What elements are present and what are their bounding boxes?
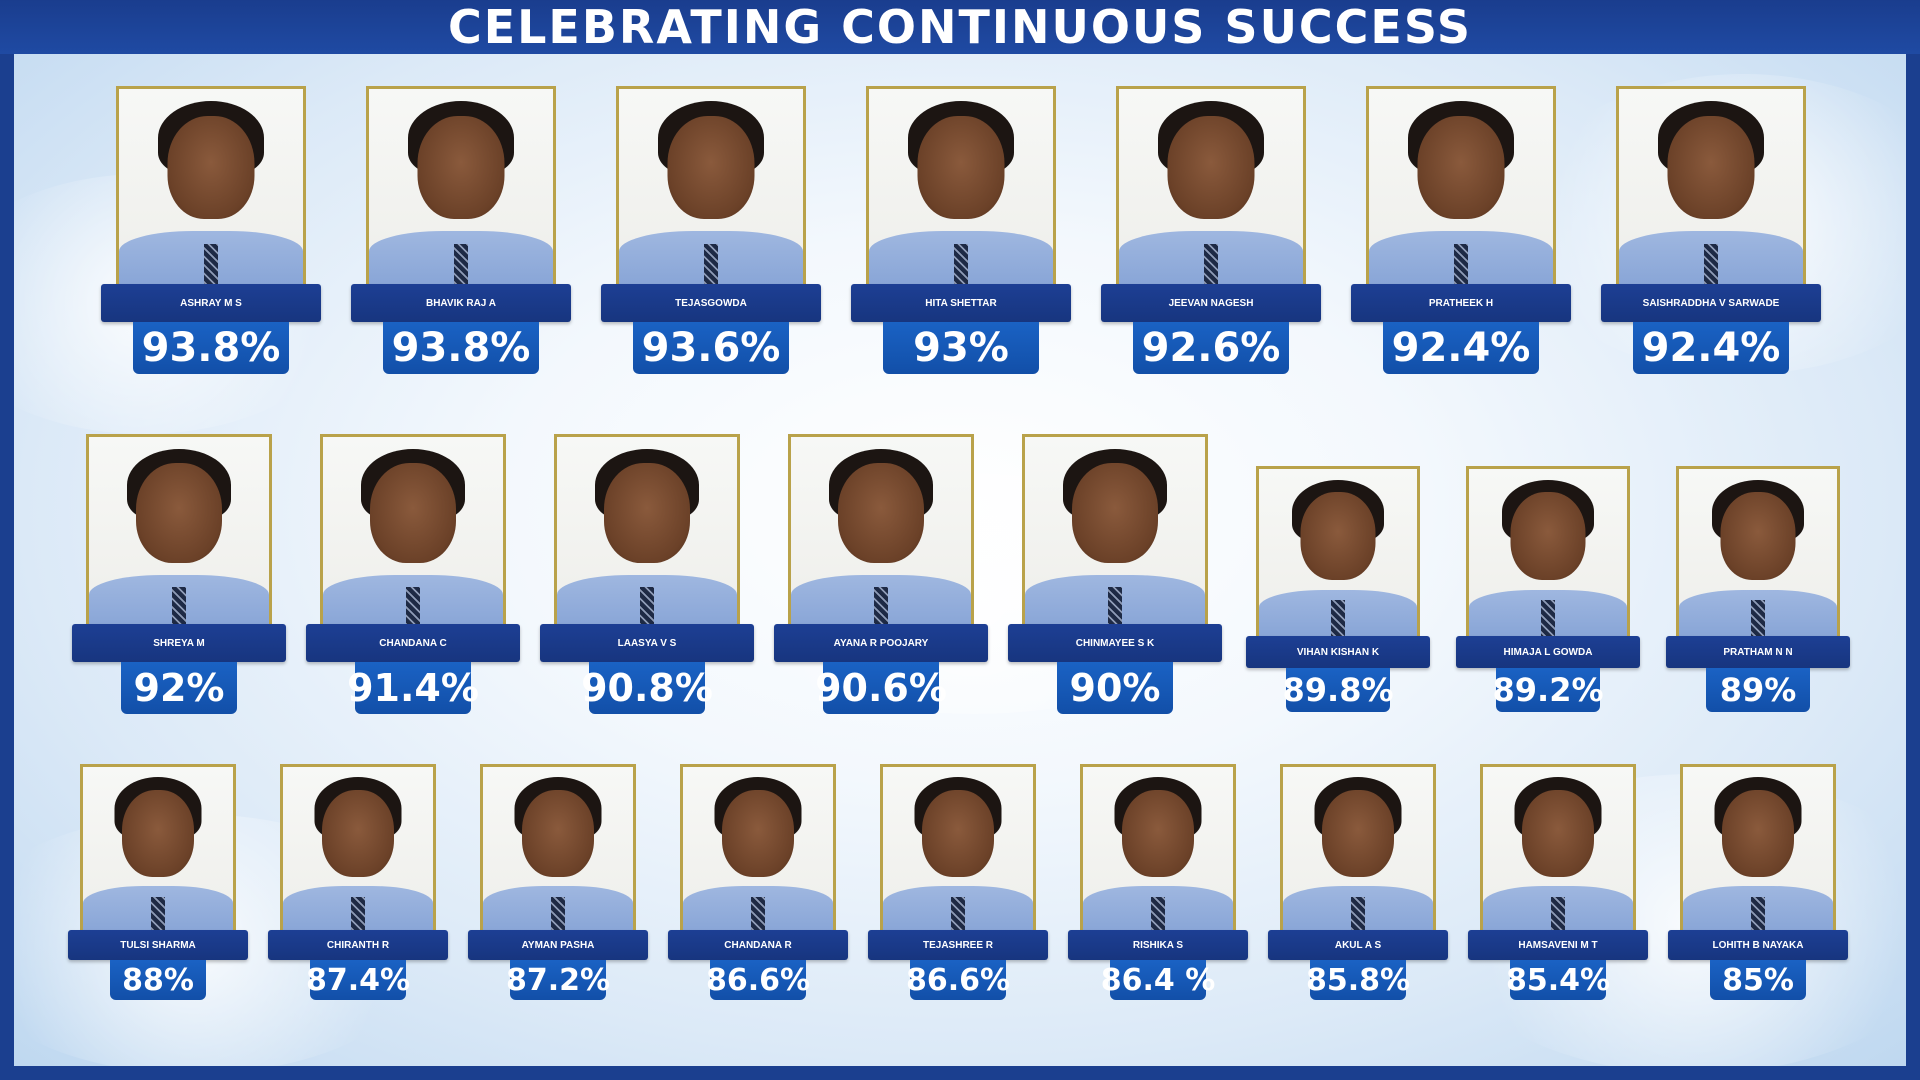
student-photo bbox=[1676, 466, 1840, 642]
student-photo bbox=[480, 764, 636, 938]
student-score: 92.6% bbox=[1133, 322, 1289, 374]
student-name: PRATHAM N N bbox=[1666, 636, 1850, 668]
student-photo bbox=[280, 764, 436, 938]
student-name: BHAVIK RAJ A bbox=[351, 284, 571, 322]
student-name: PRATHEEK H bbox=[1351, 284, 1571, 322]
student-score: 86.4 % bbox=[1101, 960, 1215, 1000]
student-score: 86.6% bbox=[906, 960, 1010, 1000]
student-photo bbox=[616, 86, 806, 292]
student-score: 93.8% bbox=[133, 322, 289, 374]
student-name: HIMAJA L GOWDA bbox=[1456, 636, 1640, 668]
student-name: AKUL A S bbox=[1268, 930, 1448, 960]
student-name: ASHRAY M S bbox=[101, 284, 321, 322]
student-photo bbox=[788, 434, 974, 634]
student-score: 93.8% bbox=[383, 322, 539, 374]
student-score: 90.6% bbox=[815, 662, 947, 714]
student-name: LAASYA V S bbox=[540, 624, 754, 662]
student-name: TULSI SHARMA bbox=[68, 930, 248, 960]
student-name: SHREYA M bbox=[72, 624, 286, 662]
student-name: LOHITH B NAYAKA bbox=[1668, 930, 1848, 960]
student-score: 85.4% bbox=[1506, 960, 1610, 1000]
student-score: 89.8% bbox=[1283, 668, 1394, 712]
student-photo bbox=[680, 764, 836, 938]
student-photo bbox=[1080, 764, 1236, 938]
student-name: CHIRANTH R bbox=[268, 930, 448, 960]
student-photo bbox=[1022, 434, 1208, 634]
student-name: CHANDANA R bbox=[668, 930, 848, 960]
student-score: 90% bbox=[1057, 662, 1173, 714]
student-photo bbox=[880, 764, 1036, 938]
student-photo bbox=[1466, 466, 1630, 642]
student-name: CHINMAYEE S K bbox=[1008, 624, 1222, 662]
student-photo bbox=[116, 86, 306, 292]
student-name: HAMSAVENI M T bbox=[1468, 930, 1648, 960]
student-photo bbox=[554, 434, 740, 634]
student-photo bbox=[320, 434, 506, 634]
student-score: 85.8% bbox=[1306, 960, 1410, 1000]
student-score: 88% bbox=[110, 960, 206, 1000]
student-name: AYANA R POOJARY bbox=[774, 624, 988, 662]
student-name: CHANDANA C bbox=[306, 624, 520, 662]
student-name: HITA SHETTAR bbox=[851, 284, 1071, 322]
student-photo bbox=[366, 86, 556, 292]
title-banner: CELEBRATING CONTINUOUS SUCCESS bbox=[0, 0, 1920, 54]
student-photo bbox=[1256, 466, 1420, 642]
student-score: 93.6% bbox=[633, 322, 789, 374]
student-score: 93% bbox=[883, 322, 1039, 374]
student-photo bbox=[80, 764, 236, 938]
student-name: TEJASGOWDA bbox=[601, 284, 821, 322]
student-score: 86.6% bbox=[706, 960, 810, 1000]
student-photo bbox=[1280, 764, 1436, 938]
student-name: SAISHRADDHA V SARWADE bbox=[1601, 284, 1821, 322]
students-panel: ASHRAY M S 93.8% BHAVIK RAJ A 93.8% TEJASGOW… bbox=[14, 54, 1906, 1066]
student-photo bbox=[1680, 764, 1836, 938]
student-name: VIHAN KISHAN K bbox=[1246, 636, 1430, 668]
page-title: CELEBRATING CONTINUOUS SUCCESS bbox=[447, 0, 1473, 54]
student-name: RISHIKA S bbox=[1068, 930, 1248, 960]
student-score: 87.4% bbox=[306, 960, 410, 1000]
student-photo bbox=[1616, 86, 1806, 292]
student-score: 91.4% bbox=[347, 662, 479, 714]
student-score: 87.2% bbox=[506, 960, 610, 1000]
student-photo bbox=[866, 86, 1056, 292]
student-score: 92.4% bbox=[1633, 322, 1789, 374]
student-score: 85% bbox=[1710, 960, 1806, 1000]
student-name: AYMAN PASHA bbox=[468, 930, 648, 960]
student-score: 89.2% bbox=[1493, 668, 1604, 712]
student-score: 89% bbox=[1706, 668, 1810, 712]
student-photo bbox=[1116, 86, 1306, 292]
student-photo bbox=[1366, 86, 1556, 292]
student-score: 90.8% bbox=[581, 662, 713, 714]
student-name: TEJASHREE R bbox=[868, 930, 1048, 960]
student-name: JEEVAN NAGESH bbox=[1101, 284, 1321, 322]
student-score: 92.4% bbox=[1383, 322, 1539, 374]
student-photo bbox=[1480, 764, 1636, 938]
student-photo bbox=[86, 434, 272, 634]
student-score: 92% bbox=[121, 662, 237, 714]
